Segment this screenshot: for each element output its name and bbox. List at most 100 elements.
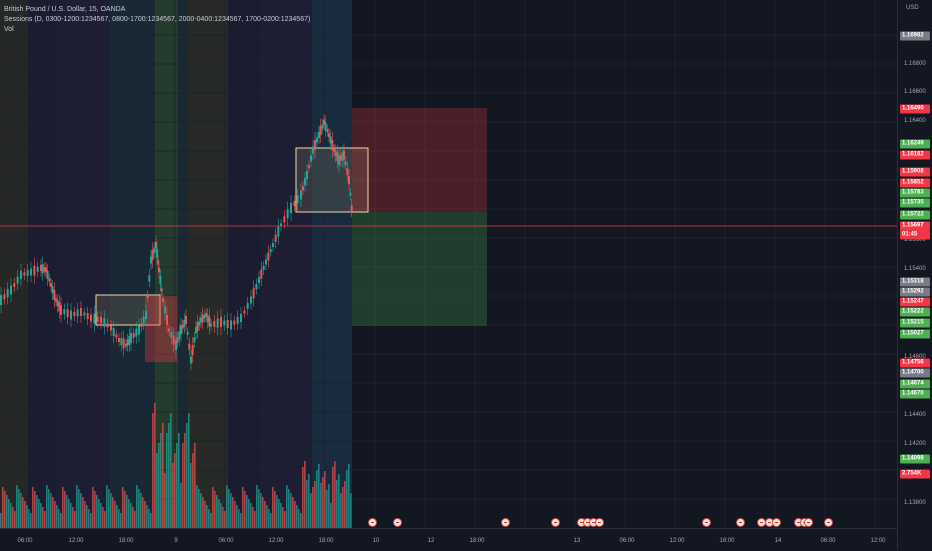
volume-bar (220, 503, 222, 528)
volume-bar (42, 507, 44, 528)
volume-bar (216, 495, 218, 528)
volume-bar (232, 497, 234, 528)
sessions-indicator-label[interactable]: Sessions (D, 0300-1200:1234567, 0800-170… (4, 16, 311, 23)
candle (205, 313, 207, 317)
volume-bar (144, 501, 146, 528)
volume-bar (168, 423, 170, 528)
volume-bar (222, 507, 224, 528)
volume-bar (118, 509, 120, 528)
volume-bar (84, 501, 86, 528)
candle (328, 133, 330, 137)
candle (126, 339, 129, 346)
candle (155, 242, 157, 248)
candle (50, 283, 52, 287)
candle (203, 315, 206, 319)
candle (200, 317, 202, 323)
volume-bar (350, 493, 352, 528)
volume-bar (330, 503, 332, 528)
volume-bar (38, 499, 40, 528)
volume-bar (344, 481, 346, 528)
candle (308, 165, 310, 169)
candle (36, 266, 39, 272)
economic-event-icon[interactable] (393, 518, 402, 527)
candle (40, 265, 42, 271)
volume-bar (174, 453, 176, 528)
symbol-title[interactable]: British Pound / U.S. Dollar, 15, OANDA (4, 6, 126, 13)
volume-bar (202, 497, 204, 528)
volume-bar (122, 487, 124, 528)
volume-bar (164, 473, 166, 528)
volume-bar (22, 497, 24, 528)
economic-event-icon[interactable] (501, 518, 510, 527)
volume-bar (324, 471, 326, 528)
volume-indicator-label[interactable]: Vol (4, 26, 14, 33)
price-chart[interactable] (0, 0, 897, 528)
economic-event-icon[interactable] (702, 518, 711, 527)
time-axis[interactable]: 06:00 12:00 18:00 9 06:00 12:00 18:00 10… (0, 528, 897, 551)
price-badge: 1.15292 (900, 287, 930, 297)
price-axis[interactable]: USD 1.16800 1.16600 1.16400 1.15600 1.15… (897, 0, 932, 550)
volume-bar (4, 491, 6, 528)
candle (280, 223, 282, 227)
candle (162, 298, 164, 302)
volume-bar (342, 487, 344, 528)
candle (277, 226, 280, 237)
candle (70, 310, 72, 320)
volume-bar (88, 509, 90, 528)
volume-bar (70, 503, 72, 528)
economic-event-icon[interactable] (772, 518, 781, 527)
candle (110, 325, 112, 331)
range-box (295, 147, 369, 213)
volume-bar (258, 489, 260, 528)
candle (329, 136, 332, 144)
volume-bar (98, 499, 100, 528)
candle (220, 317, 222, 327)
economic-event-icon[interactable] (736, 518, 745, 527)
volume-bar (310, 493, 312, 528)
volume-bar (18, 489, 20, 528)
candle (302, 186, 304, 191)
candle (58, 302, 61, 312)
candle (170, 332, 173, 338)
economic-event-icon[interactable] (368, 518, 377, 527)
volume-bar (46, 485, 48, 528)
volume-bar (56, 505, 58, 528)
volume-bar (90, 513, 92, 528)
volume-bar (92, 487, 94, 528)
economic-event-icon[interactable] (595, 518, 604, 527)
volume-bar (296, 505, 298, 528)
price-badge: 1.15908 (900, 167, 930, 177)
economic-event-icon[interactable] (804, 518, 813, 527)
volume-bar (346, 470, 348, 528)
volume-bar (34, 491, 36, 528)
candle (272, 243, 274, 247)
volume-bar (218, 499, 220, 528)
volume-bar (60, 513, 62, 528)
candle (223, 320, 226, 326)
chart-area[interactable]: British Pound / U.S. Dollar, 15, OANDA S… (0, 0, 897, 528)
volume-bar (180, 483, 182, 528)
candle (262, 266, 265, 270)
volume-bar (146, 505, 148, 528)
candle (115, 334, 118, 338)
economic-event-icon[interactable] (551, 518, 560, 527)
economic-event-icon[interactable] (824, 518, 833, 527)
volume-bar (298, 509, 300, 528)
volume-bar (110, 493, 112, 528)
candle (269, 249, 272, 253)
time-label: 12:00 (268, 538, 284, 544)
candle (130, 333, 132, 343)
candle (3, 294, 6, 300)
candle (151, 250, 154, 260)
candle (20, 271, 22, 279)
candle (312, 146, 314, 154)
candle (33, 265, 36, 276)
candle (339, 155, 342, 161)
candle (128, 335, 131, 345)
volume-bar (294, 501, 296, 528)
volume-bar (256, 485, 258, 528)
time-label: 13 (573, 538, 581, 544)
candle (267, 252, 270, 261)
candle (157, 259, 159, 264)
candle (336, 152, 339, 162)
